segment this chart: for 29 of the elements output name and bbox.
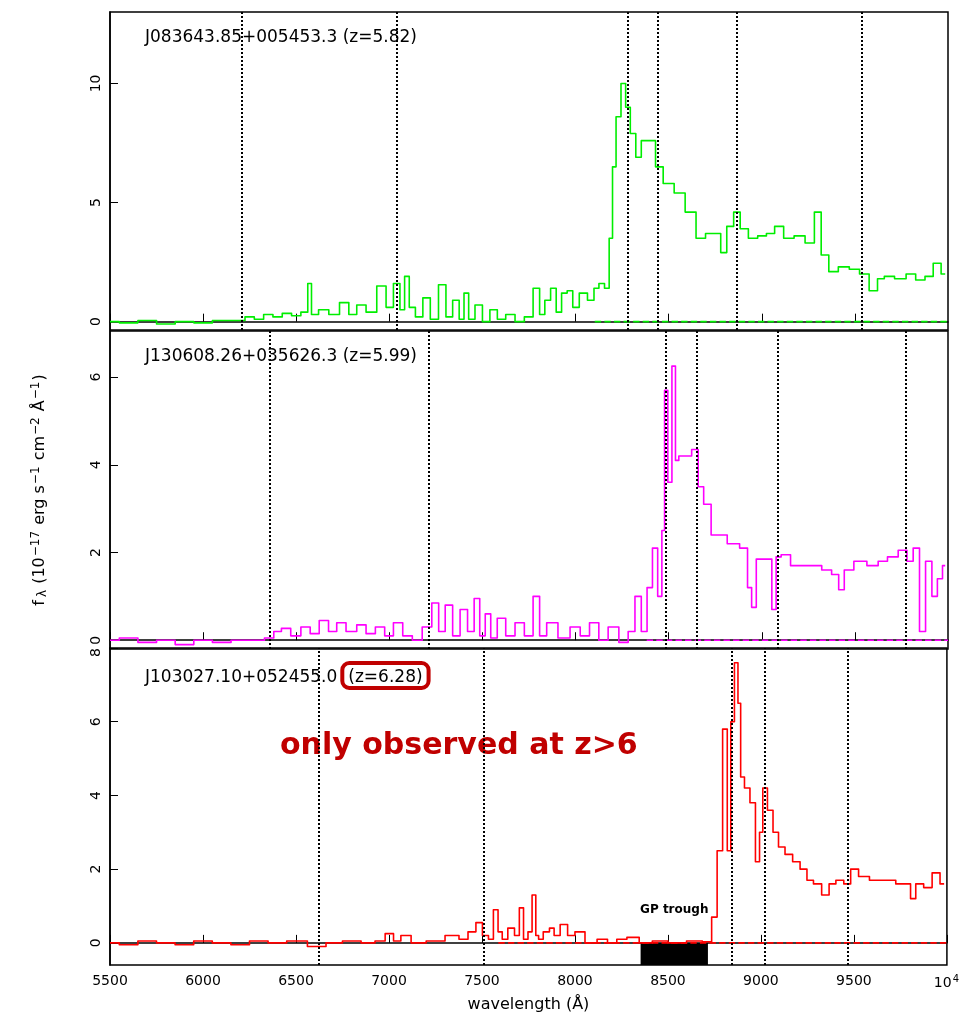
x-tick-label: 6000 [185,972,221,988]
x-tick-label: 8000 [557,972,593,988]
x-tick-label: 7000 [371,972,407,988]
text: (z=6.28) [348,665,423,686]
x-tick-label: 8500 [650,972,686,988]
y-tick-label: 4 [87,790,103,800]
x-tick-label: 6500 [278,972,314,988]
text: fλ (10−17 erg s−1 cm−2 Å−1) [28,374,49,606]
x-tick-label: 9000 [743,972,779,988]
y-tick-label: 10 [87,74,103,93]
y-tick-label: 2 [87,864,103,874]
x-axis-title: wavelength (Å) [467,993,590,1013]
y-tick-label: 0 [87,317,103,327]
band-label: GP trough [640,901,709,916]
x-tick-label: 7500 [464,972,500,988]
y-tick-label: 5 [87,198,103,208]
annotation: only observed at z>6 [280,725,638,761]
y-tick-label: 0 [87,635,103,645]
y-tick-label: 6 [87,717,103,727]
text: J103027.10+052455.0 [144,665,338,686]
y-tick-label: 4 [87,460,103,470]
x-tick-label: 9500 [836,972,872,988]
x-tick-label: 5500 [92,972,128,988]
y-tick-label: 0 [87,938,103,948]
text: J083643.85+005453.3 (z=5.82) [144,25,417,46]
y-tick-label: 8 [87,648,103,657]
y-tick-label: 6 [87,372,103,382]
text: J130608.26+035626.3 (z=5.99) [144,344,417,365]
y-tick-label: 2 [87,548,103,557]
